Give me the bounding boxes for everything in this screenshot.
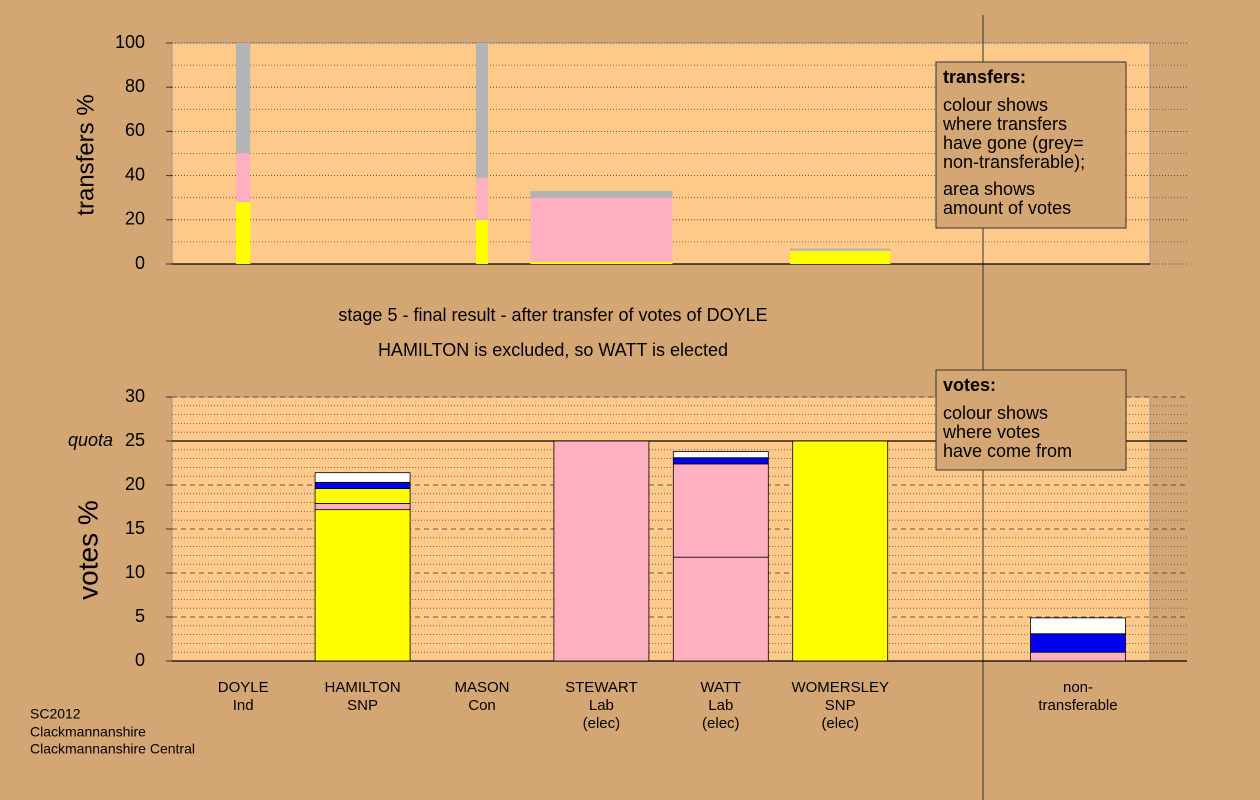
note-text: amount of votes bbox=[943, 198, 1071, 218]
note-text: colour shows bbox=[943, 403, 1048, 423]
note-text: where votes bbox=[942, 422, 1040, 442]
x-tick-label: SNP bbox=[347, 697, 378, 714]
note-text: where transfers bbox=[942, 114, 1067, 134]
note-text: colour shows bbox=[943, 95, 1048, 115]
bar-segment bbox=[672, 556, 769, 662]
x-tick-label: DOYLE bbox=[218, 679, 269, 696]
y-tick-label: 0 bbox=[135, 253, 145, 273]
bar-segment bbox=[1030, 617, 1126, 635]
bar-segment bbox=[530, 191, 673, 198]
bar-segment bbox=[476, 219, 488, 264]
y-tick-label: 10 bbox=[125, 562, 145, 582]
note-title: votes: bbox=[943, 375, 996, 395]
y-tick-label: 25 bbox=[125, 430, 145, 450]
y-axis-label: transfers % bbox=[72, 94, 99, 215]
bar-segment bbox=[672, 451, 769, 459]
footer: Clackmannanshire bbox=[30, 724, 146, 740]
bar-segment bbox=[314, 481, 411, 489]
note-text: area shows bbox=[943, 179, 1035, 199]
note-text: have gone (grey= bbox=[943, 133, 1084, 153]
y-tick-label: 15 bbox=[125, 518, 145, 538]
y-tick-label: 40 bbox=[125, 164, 145, 184]
x-tick-label: (elec) bbox=[702, 715, 740, 732]
bar-segment bbox=[672, 463, 769, 558]
y-tick-label: 5 bbox=[135, 606, 145, 626]
bar-segment bbox=[314, 472, 411, 483]
bar-segment bbox=[792, 440, 889, 662]
note-text: non-transferable); bbox=[943, 152, 1085, 172]
y-tick-label: 30 bbox=[125, 386, 145, 406]
x-tick-label: MASON bbox=[454, 679, 509, 696]
bar-segment bbox=[1030, 651, 1126, 662]
x-tick-label: HAMILTON bbox=[325, 679, 401, 696]
x-tick-label: WATT bbox=[700, 679, 741, 696]
y-tick-label: 60 bbox=[125, 120, 145, 140]
x-tick-label: non- bbox=[1063, 679, 1093, 696]
note-box bbox=[935, 61, 1127, 229]
x-tick-label: Lab bbox=[589, 697, 614, 714]
note-title: transfers: bbox=[943, 67, 1026, 87]
bar-segment bbox=[790, 248, 891, 251]
x-tick-label: transferable bbox=[1038, 697, 1117, 714]
x-tick-label: (elec) bbox=[821, 715, 859, 732]
note-box bbox=[935, 369, 1127, 471]
bar-segment bbox=[1030, 633, 1126, 653]
bar-segment bbox=[476, 177, 488, 220]
quota-label: quota bbox=[68, 430, 113, 450]
bar-segment bbox=[553, 440, 650, 662]
x-tick-label: Lab bbox=[708, 697, 733, 714]
annotation: stage 5 - final result - after transfer … bbox=[338, 305, 767, 325]
x-tick-label: Ind bbox=[233, 697, 254, 714]
bar-segment bbox=[672, 457, 769, 465]
y-tick-label: 0 bbox=[135, 650, 145, 670]
x-tick-label: SNP bbox=[825, 697, 856, 714]
bar-segment bbox=[314, 488, 411, 504]
bar-segment bbox=[476, 43, 488, 178]
y-tick-label: 80 bbox=[125, 76, 145, 96]
y-axis-label: votes % bbox=[72, 500, 103, 600]
bar-segment bbox=[790, 250, 891, 264]
footer: SC2012 bbox=[30, 706, 81, 722]
y-tick-label: 100 bbox=[115, 32, 145, 52]
annotation: HAMILTON is excluded, so WATT is elected bbox=[378, 340, 728, 360]
y-tick-label: 20 bbox=[125, 209, 145, 229]
x-tick-label: (elec) bbox=[583, 715, 621, 732]
bar-segment bbox=[236, 153, 251, 203]
bar-segment bbox=[314, 509, 411, 662]
x-tick-label: STEWART bbox=[565, 679, 638, 696]
x-tick-label: WOMERSLEY bbox=[791, 679, 889, 696]
footer: Clackmannanshire Central bbox=[30, 741, 195, 757]
bar-segment bbox=[530, 197, 673, 262]
bar-segment bbox=[314, 503, 411, 511]
bar-segment bbox=[236, 43, 251, 154]
bar-segment bbox=[530, 261, 673, 264]
bar-segment bbox=[236, 202, 251, 264]
y-tick-label: 20 bbox=[125, 474, 145, 494]
x-tick-label: Con bbox=[468, 697, 496, 714]
note-text: have come from bbox=[943, 441, 1072, 461]
